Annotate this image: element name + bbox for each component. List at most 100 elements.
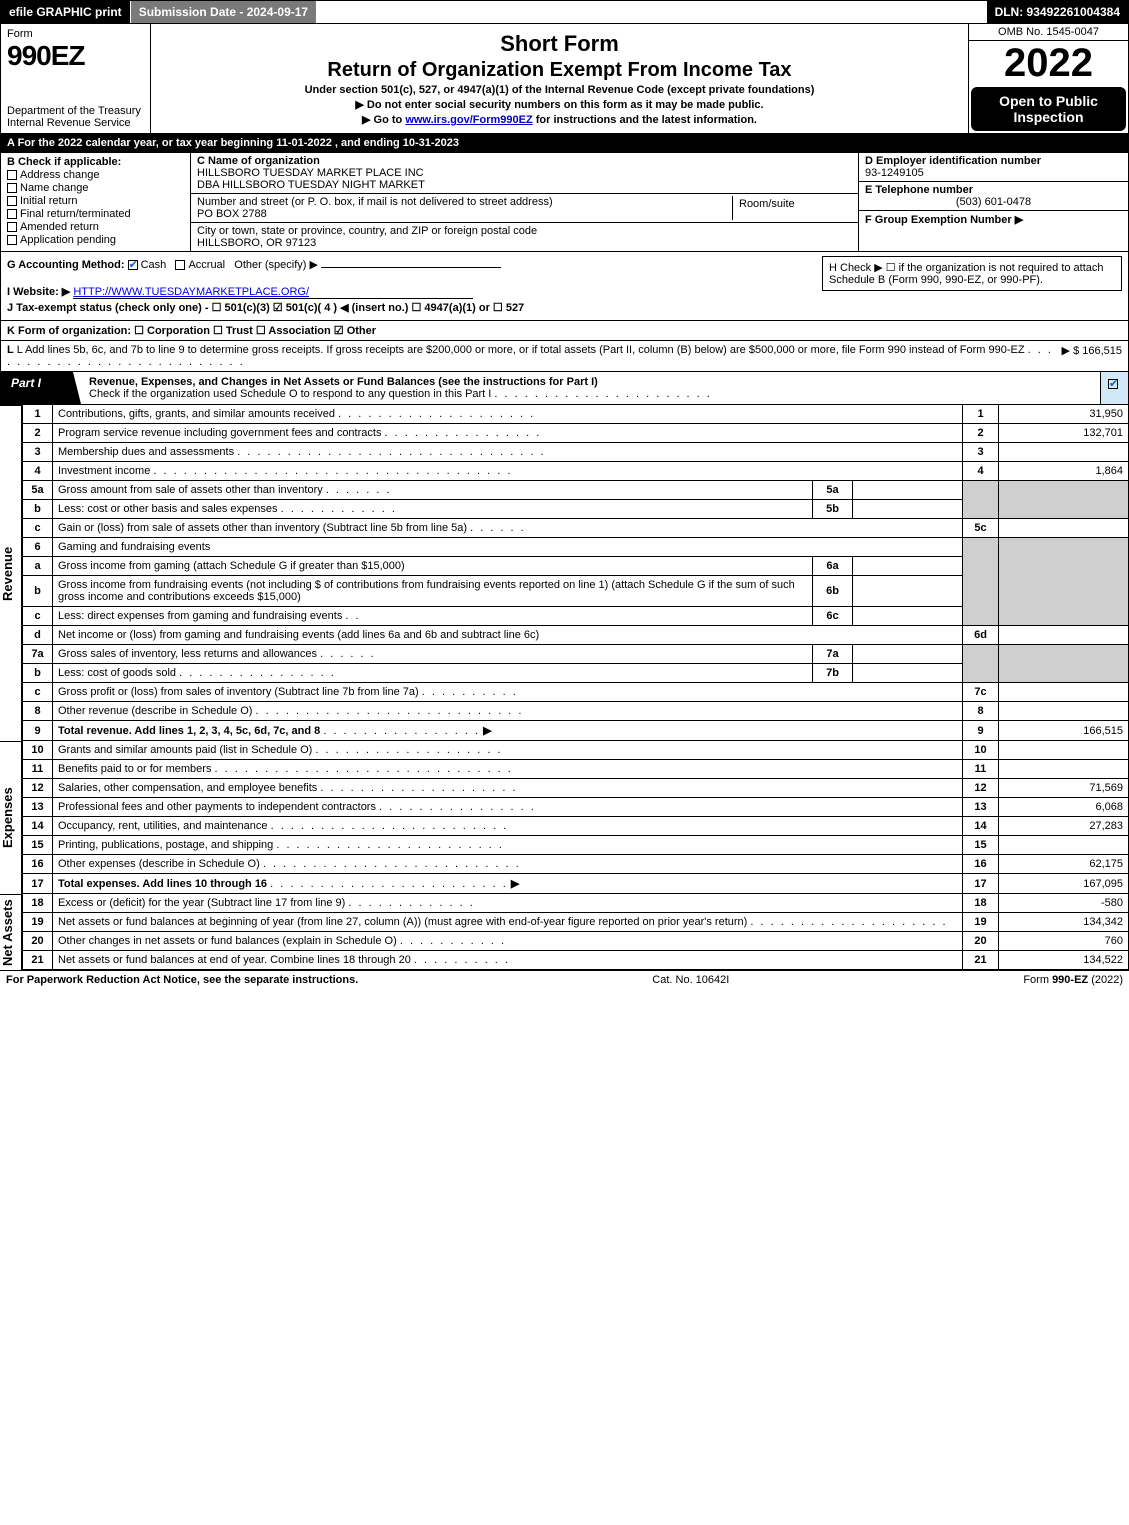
l13-amt: 6,068 [999,798,1129,817]
city-block: City or town, state or province, country… [191,223,858,251]
form-header: Form 990EZ Department of the Treasury In… [0,24,1129,134]
line-1: 1 Contributions, gifts, grants, and simil… [23,405,1129,424]
col-de: D Employer identification number 93-1249… [858,153,1128,251]
l7c-num: c [23,683,53,702]
g-accrual-check[interactable] [175,260,185,270]
expenses-table: 10Grants and similar amounts paid (list … [22,741,1129,894]
form-ref-post: (2022) [1088,974,1123,986]
l5a-desc: Gross amount from sale of assets other t… [58,484,323,496]
h-check-box: H Check ▶ ☐ if the organization is not r… [822,256,1122,291]
form-number: 990EZ [7,40,144,72]
arrow-icon: ▶ [511,878,519,890]
part1-check[interactable] [1100,372,1128,404]
l8-rn: 8 [963,702,999,721]
room-suite: Room/suite [732,196,852,220]
g-cash-label: Cash [141,259,167,271]
l8-amt [999,702,1129,721]
line-14: 14Occupancy, rent, utilities, and mainte… [23,817,1129,836]
chk-name-change[interactable]: Name change [7,182,184,194]
l7c-amt [999,683,1129,702]
l18-rn: 18 [963,894,999,913]
g-cash-check[interactable] [128,260,138,270]
revenue-table: 1 Contributions, gifts, grants, and simil… [22,405,1129,741]
row-l: L L Add lines 5b, 6c, and 7b to line 9 t… [0,341,1129,372]
dln-label: DLN: 93492261004384 [987,1,1128,23]
irs-link[interactable]: www.irs.gov/Form990EZ [405,114,532,126]
line-21: 21Net assets or fund balances at end of … [23,951,1129,970]
chk-amended-return[interactable]: Amended return [7,221,184,233]
l5c-rn: 5c [963,519,999,538]
l6d-num: d [23,626,53,645]
l19-desc: Net assets or fund balances at beginning… [58,916,747,928]
chk-address-change[interactable]: Address change [7,169,184,181]
l1-amt: 31,950 [999,405,1129,424]
l6d-amt [999,626,1129,645]
line-20: 20 Other changes in net assets or fund ba… [23,932,1129,951]
city-val: HILLSBORO, OR 97123 [197,237,316,249]
l2-num: 2 [23,424,53,443]
l1-rn: 1 [963,405,999,424]
subtitle: Under section 501(c), 527, or 4947(a)(1)… [161,84,958,96]
l14-amt: 27,283 [999,817,1129,836]
l7b-val[interactable] [853,664,963,683]
l5c-num: c [23,519,53,538]
l6c-val[interactable] [853,607,963,626]
line-j: J Tax-exempt status (check only one) - ☐… [7,301,1122,314]
l6d-rn: 6d [963,626,999,645]
block-bcdef: B Check if applicable: Address change Na… [0,153,1129,252]
part1-tab: Part I [1,372,81,404]
part1-header: Part I Revenue, Expenses, and Changes in… [0,372,1129,405]
l20-rn: 20 [963,932,999,951]
g-other-line[interactable] [321,267,501,268]
l15-num: 15 [23,836,53,855]
l21-num: 21 [23,951,53,970]
l6c-num: c [23,607,53,626]
l11-amt [999,760,1129,779]
ein-val: 93-1249105 [865,167,924,179]
l16-rn: 16 [963,855,999,874]
row-k-text: K Form of organization: ☐ Corporation ☐ … [7,325,376,337]
l17-num: 17 [23,874,53,894]
l5b-val[interactable] [853,500,963,519]
website-link[interactable]: HTTP://WWW.TUESDAYMARKETPLACE.ORG/ [73,286,309,298]
l5b-sub: 5b [813,500,853,519]
expenses-side-label: Expenses [0,741,22,894]
efile-label[interactable]: efile GRAPHIC print [1,1,130,23]
topbar-spacer [317,1,986,23]
l13-desc: Professional fees and other payments to … [58,801,376,813]
line-7c: cGross profit or (loss) from sales of in… [23,683,1129,702]
l6b-val[interactable] [853,576,963,607]
l6a-desc: Gross income from gaming (attach Schedul… [53,557,813,576]
l1-desc: Contributions, gifts, grants, and simila… [58,408,335,420]
line-19: 19Net assets or fund balances at beginni… [23,913,1129,932]
chk-final-return[interactable]: Final return/terminated [7,208,184,220]
l3-desc: Membership dues and assessments [58,446,234,458]
netassets-table: 18Excess or (deficit) for the year (Subt… [22,894,1129,970]
g-other-label: Other (specify) ▶ [234,259,318,271]
l6abc-shade-amt [999,538,1129,626]
l5ab-shade-rn [963,481,999,519]
header-right: OMB No. 1545-0047 2022 Open to Public In… [968,24,1128,133]
header-center: Short Form Return of Organization Exempt… [151,24,968,133]
l7c-rn: 7c [963,683,999,702]
l17-rn: 17 [963,874,999,894]
l20-desc: Other changes in net assets or fund bala… [58,935,397,947]
org-name-1: HILLSBORO TUESDAY MARKET PLACE INC [197,167,424,179]
phone-val: (503) 601-0478 [865,196,1122,208]
chk-initial-return[interactable]: Initial return [7,195,184,207]
l5a-val[interactable] [853,481,963,500]
l6a-val[interactable] [853,557,963,576]
part1-title-wrap: Revenue, Expenses, and Changes in Net As… [81,372,1100,404]
netassets-side-label: Net Assets [0,894,22,970]
l7a-val[interactable] [853,645,963,664]
chk-application-pending[interactable]: Application pending [7,234,184,246]
line-18: 18Excess or (deficit) for the year (Subt… [23,894,1129,913]
l5a-num: 5a [23,481,53,500]
l6a-sub: 6a [813,557,853,576]
ein-block: D Employer identification number 93-1249… [859,153,1128,182]
l19-amt: 134,342 [999,913,1129,932]
l7b-desc: Less: cost of goods sold [58,667,176,679]
cat-no: Cat. No. 10642I [652,974,729,986]
row-l-amount: ▶ $ 166,515 [1062,344,1122,368]
revenue-section: Revenue 1Contributions, gifts, grants, a… [0,405,1129,741]
